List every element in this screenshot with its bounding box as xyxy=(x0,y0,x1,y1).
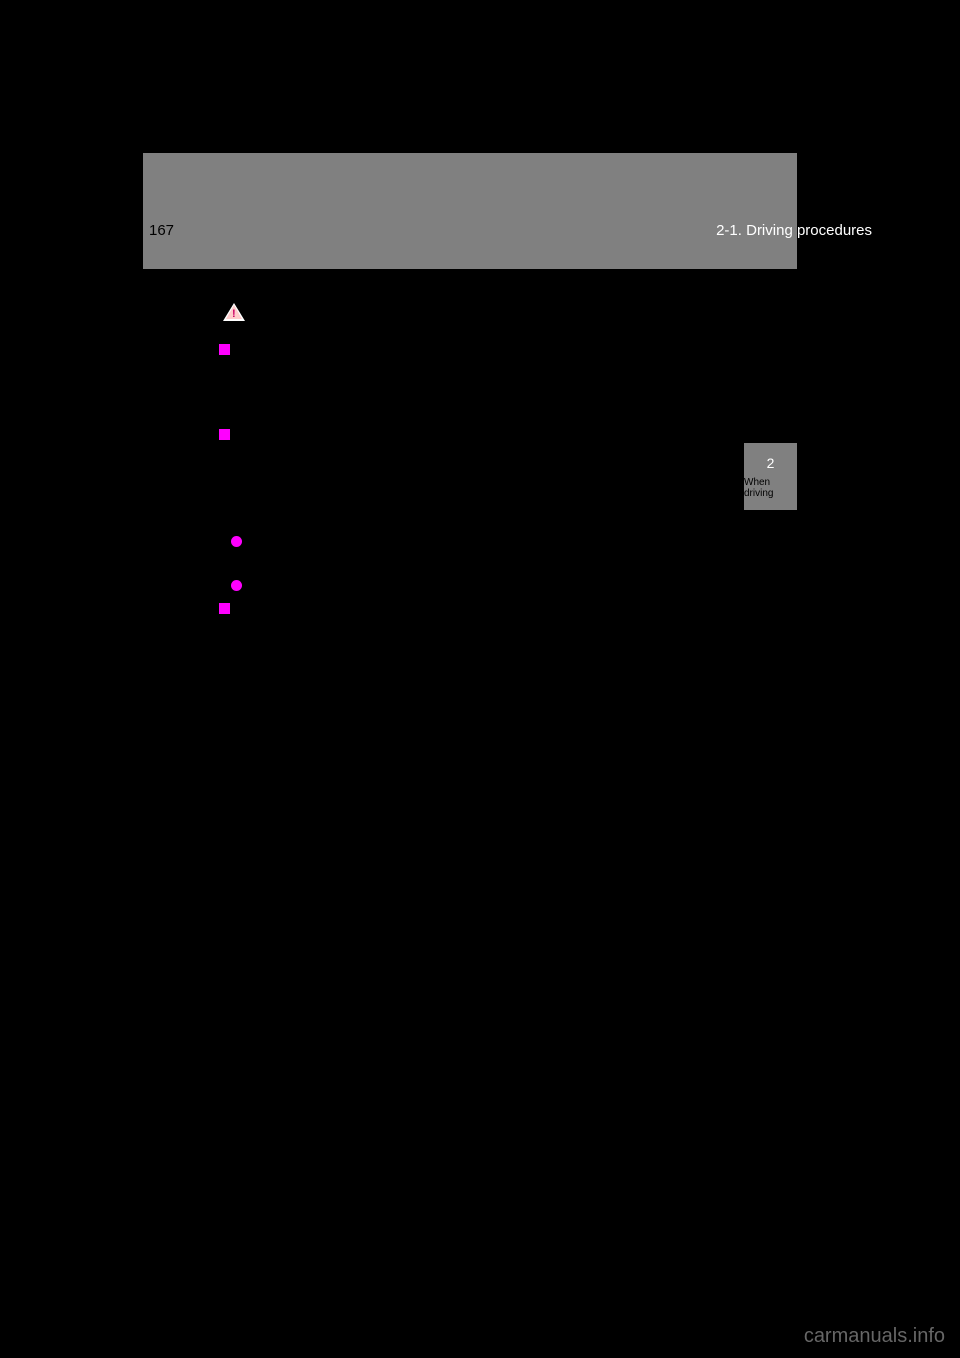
section-title: 2-1. Driving procedures xyxy=(716,222,872,239)
section-2-title: When driving the vehicle xyxy=(235,425,400,446)
side-tab-number: 2 xyxy=(767,455,775,471)
side-tab: 2 When driving xyxy=(744,443,797,510)
section-1-title: When starting the vehicle xyxy=(235,340,405,361)
section-1-text: Always keep your foot on the brake pedal… xyxy=(235,363,710,405)
header-bar xyxy=(143,153,797,269)
section-3-title: When parking the vehicle xyxy=(235,599,404,620)
caution-label: CAUTION xyxy=(253,305,321,322)
side-tab-label: When driving xyxy=(744,477,797,499)
square-bullet-icon xyxy=(219,429,230,440)
round-bullet-icon xyxy=(231,536,242,547)
page-number: 167 xyxy=(149,222,174,239)
caution-icon: ! xyxy=(223,303,245,323)
watermark: carmanuals.info xyxy=(804,1325,945,1348)
square-bullet-icon xyxy=(219,344,230,355)
section-2-text: Do not depress the accelerator and brake… xyxy=(235,448,710,490)
round-bullet-icon xyxy=(231,580,242,591)
square-bullet-icon xyxy=(219,603,230,614)
section-2-bullet1: Do not use the accelerator pedal or depr… xyxy=(249,532,709,574)
